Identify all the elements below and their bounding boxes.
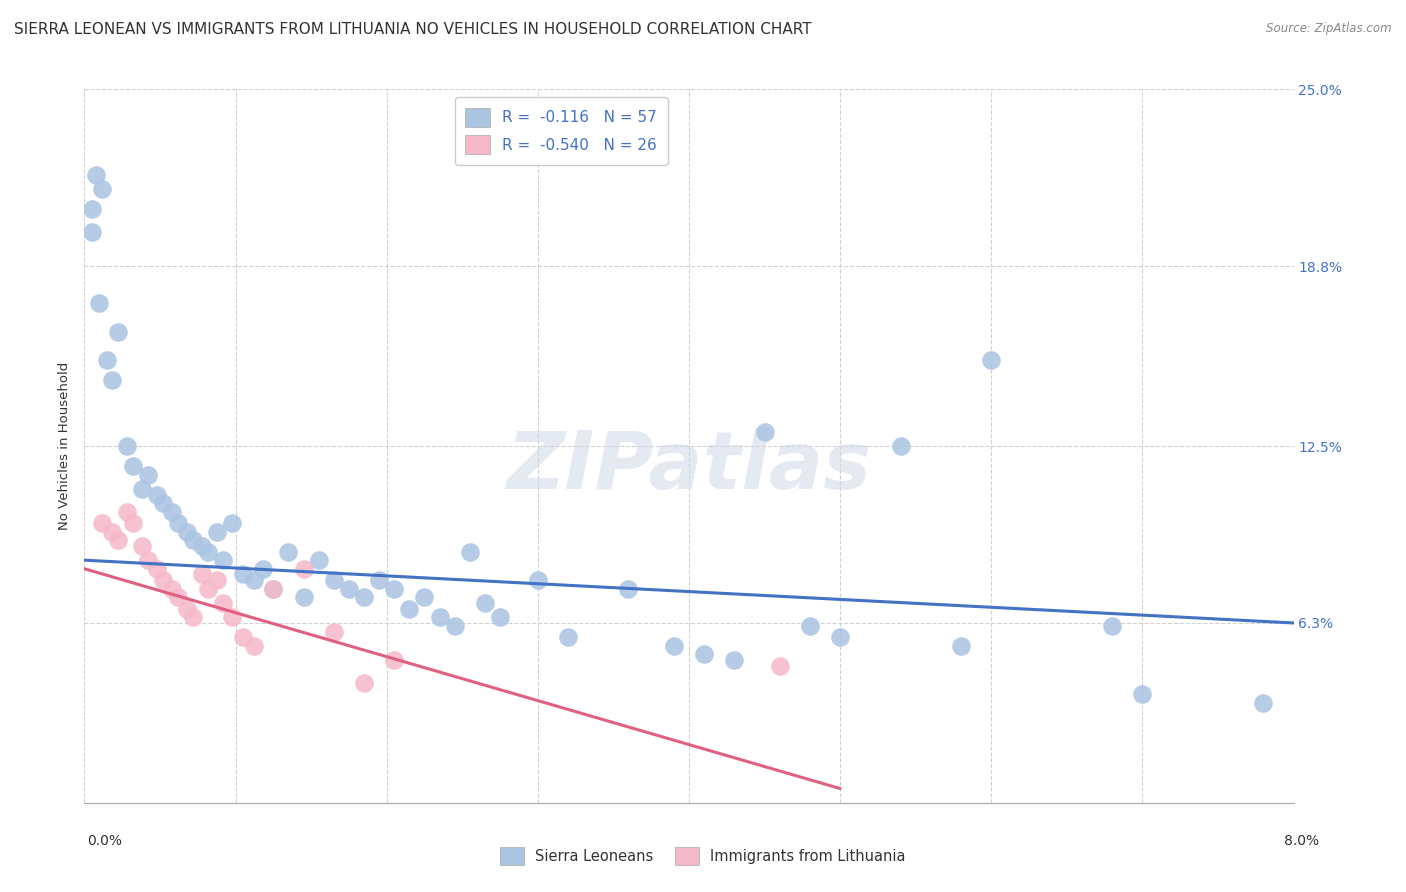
Point: [115, 439, 138, 453]
Point: [197, 544, 219, 558]
Point: [252, 562, 274, 576]
Point: [152, 573, 174, 587]
Point: [80, 225, 103, 239]
Point: [413, 591, 436, 605]
Point: [146, 562, 169, 576]
Point: [830, 630, 852, 644]
Point: [262, 582, 284, 596]
Point: [176, 524, 198, 539]
Point: [474, 596, 496, 610]
Point: [131, 482, 153, 496]
Point: [368, 573, 391, 587]
Point: [152, 496, 174, 510]
Point: [80, 202, 103, 216]
Point: [1132, 687, 1154, 701]
Legend: R =  -0.116   N = 57, R =  -0.540   N = 26: R = -0.116 N = 57, R = -0.540 N = 26: [454, 97, 668, 165]
Point: [382, 582, 405, 596]
Point: [146, 487, 169, 501]
Point: [115, 505, 138, 519]
Point: [489, 610, 512, 624]
Point: [693, 648, 716, 662]
Text: Source: ZipAtlas.com: Source: ZipAtlas.com: [1267, 22, 1392, 36]
Point: [754, 425, 776, 439]
Point: [799, 619, 821, 633]
Point: [207, 573, 229, 587]
Point: [221, 516, 243, 530]
Point: [96, 353, 118, 368]
Point: [429, 610, 451, 624]
Point: [458, 544, 481, 558]
Point: [212, 553, 235, 567]
Point: [242, 639, 264, 653]
Point: [277, 544, 299, 558]
Point: [107, 325, 129, 339]
Point: [232, 630, 254, 644]
Point: [207, 524, 229, 539]
Point: [322, 624, 344, 639]
Point: [662, 639, 685, 653]
Point: [91, 516, 114, 530]
Point: [221, 610, 243, 624]
Point: [86, 168, 108, 182]
Point: [443, 619, 465, 633]
Text: 0.0%: 0.0%: [87, 834, 122, 848]
Point: [181, 533, 204, 548]
Point: [121, 458, 143, 473]
Y-axis label: No Vehicles in Household: No Vehicles in Household: [58, 362, 72, 530]
Point: [292, 562, 315, 576]
Point: [322, 573, 344, 587]
Point: [292, 591, 315, 605]
Point: [1101, 619, 1123, 633]
Point: [197, 582, 219, 596]
Point: [308, 553, 330, 567]
Point: [557, 630, 579, 644]
Point: [242, 573, 264, 587]
Point: [131, 539, 153, 553]
Point: [160, 582, 183, 596]
Point: [89, 296, 111, 310]
Point: [527, 573, 550, 587]
Text: 8.0%: 8.0%: [1284, 834, 1319, 848]
Point: [382, 653, 405, 667]
Point: [769, 658, 792, 673]
Point: [1253, 696, 1275, 710]
Point: [191, 567, 214, 582]
Point: [91, 182, 114, 196]
Point: [337, 582, 360, 596]
Point: [160, 505, 183, 519]
Point: [980, 353, 1002, 368]
Point: [212, 596, 235, 610]
Point: [121, 516, 143, 530]
Point: [136, 467, 159, 482]
Point: [136, 553, 159, 567]
Point: [176, 601, 198, 615]
Text: ZIPatlas: ZIPatlas: [506, 428, 872, 507]
Point: [398, 601, 420, 615]
Point: [890, 439, 912, 453]
Point: [232, 567, 254, 582]
Point: [181, 610, 204, 624]
Point: [262, 582, 284, 596]
Point: [167, 516, 190, 530]
Point: [100, 524, 122, 539]
Point: [191, 539, 214, 553]
Point: [353, 591, 375, 605]
Point: [723, 653, 745, 667]
Point: [167, 591, 190, 605]
Point: [353, 676, 375, 690]
Point: [100, 373, 122, 387]
Point: [950, 639, 973, 653]
Legend: Sierra Leoneans, Immigrants from Lithuania: Sierra Leoneans, Immigrants from Lithuan…: [495, 841, 911, 871]
Point: [617, 582, 640, 596]
Point: [107, 533, 129, 548]
Text: SIERRA LEONEAN VS IMMIGRANTS FROM LITHUANIA NO VEHICLES IN HOUSEHOLD CORRELATION: SIERRA LEONEAN VS IMMIGRANTS FROM LITHUA…: [14, 22, 811, 37]
